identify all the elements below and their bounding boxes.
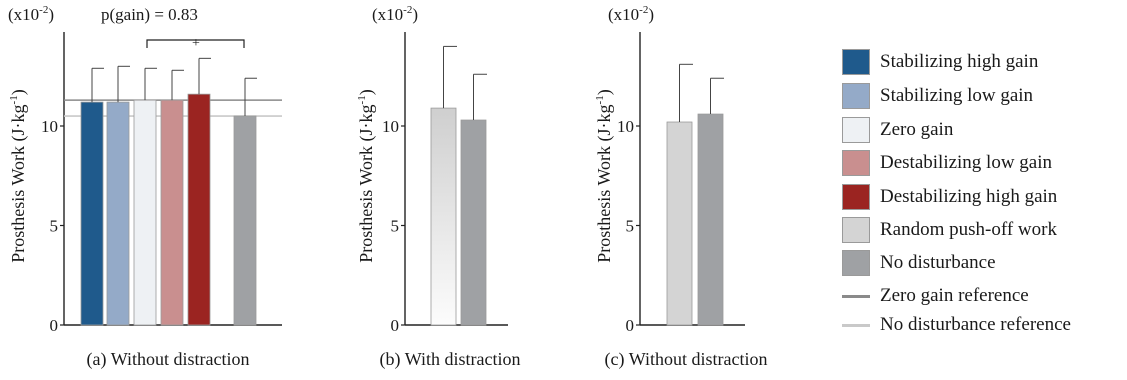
bar-zero-gain — [133, 99, 157, 326]
y-tick-label: 10 — [617, 117, 634, 136]
legend-swatch — [842, 217, 870, 243]
legend-item-destabilizing-high: Destabilizing high gain — [842, 183, 1057, 211]
legend-swatch — [842, 83, 870, 109]
chart-panel-a: (x10-2) p(gain) = 0.83 0 5 10 Prosthesis Work… — [8, 4, 282, 370]
legend-item-stabilizing-low: Stabilizing low gain — [842, 82, 1033, 110]
legend-label: Zero gain reference — [880, 285, 1029, 306]
legend-item-no-disturbance: No disturbance — [842, 249, 996, 277]
y-tick-label: 10 — [382, 117, 399, 136]
y-tick-label: 10 — [41, 117, 58, 136]
legend-label: Random push-off work — [880, 219, 1057, 240]
legend-swatch — [842, 117, 870, 143]
y-tick-label: 0 — [50, 316, 59, 335]
significance-bracket — [146, 39, 245, 48]
scale-note: (x10-2) — [8, 4, 54, 24]
y-axis-label: Prosthesis Work (J·kg-1) — [8, 89, 29, 262]
legend-label: Zero gain — [880, 119, 954, 140]
bar-destabilizing-high-gain — [187, 93, 211, 326]
y-axis-label: Prosthesis Work (J·kg-1) — [594, 89, 615, 262]
legend-label: Destabilizing high gain — [880, 186, 1058, 207]
legend-line — [842, 324, 870, 327]
legend-label: Stabilizing low gain — [880, 85, 1034, 106]
y-tick-label: 0 — [626, 316, 635, 335]
bar-random-push-off-work — [666, 121, 693, 326]
legend-item-zero-gain-reference: Zero gain reference — [842, 282, 1029, 310]
legend-swatch — [842, 250, 870, 276]
scale-note: (x10-2) — [608, 4, 654, 24]
legend-item-destabilizing-low: Destabilizing low gain — [842, 149, 1052, 177]
bar-no-disturbance — [233, 115, 257, 326]
legend-swatch — [842, 49, 870, 75]
legend-label: No disturbance — [880, 252, 996, 273]
legend-item-no-disturbance-reference: No disturbance reference — [842, 311, 1071, 339]
y-axis-label: Prosthesis Work (J·kg-1) — [356, 89, 377, 262]
bar-random-push-off-work — [430, 107, 457, 326]
legend-line — [842, 295, 870, 298]
y-tick-label: 0 — [391, 316, 400, 335]
bar-stabilizing-low-gain — [106, 101, 130, 326]
legend-label: Destabilizing low gain — [880, 152, 1053, 173]
legend-label: No disturbance reference — [880, 314, 1071, 335]
legend-item-random-push-off: Random push-off work — [842, 216, 1057, 244]
panel-caption: (a) Without distraction — [87, 349, 250, 370]
panel-caption: (c) Without distraction — [605, 349, 768, 370]
legend-label: Stabilizing high gain — [880, 51, 1039, 72]
y-tick-label: 5 — [626, 217, 635, 236]
legend-swatch — [842, 150, 870, 176]
bar-no-disturbance — [697, 113, 724, 326]
legend-swatch — [842, 184, 870, 210]
y-tick-label: 5 — [391, 217, 400, 236]
scale-note: (x10-2) — [372, 4, 418, 24]
bar-no-disturbance — [460, 119, 487, 326]
legend-item-zero-gain: Zero gain — [842, 116, 953, 144]
bar-destabilizing-low-gain — [160, 99, 184, 326]
bar-stabilizing-high-gain — [80, 101, 104, 326]
y-tick-label: 5 — [50, 217, 59, 236]
annotation-p-gain: p(gain) = 0.83 — [101, 5, 198, 24]
significance-marker: + — [192, 36, 200, 51]
legend-item-stabilizing-high: Stabilizing high gain — [842, 48, 1038, 76]
panel-caption: (b) With distraction — [380, 349, 521, 370]
chart-panel-b: (x10-2) 0 5 10 Prosthesis Work (J·kg-1) (b) W… — [356, 4, 520, 370]
